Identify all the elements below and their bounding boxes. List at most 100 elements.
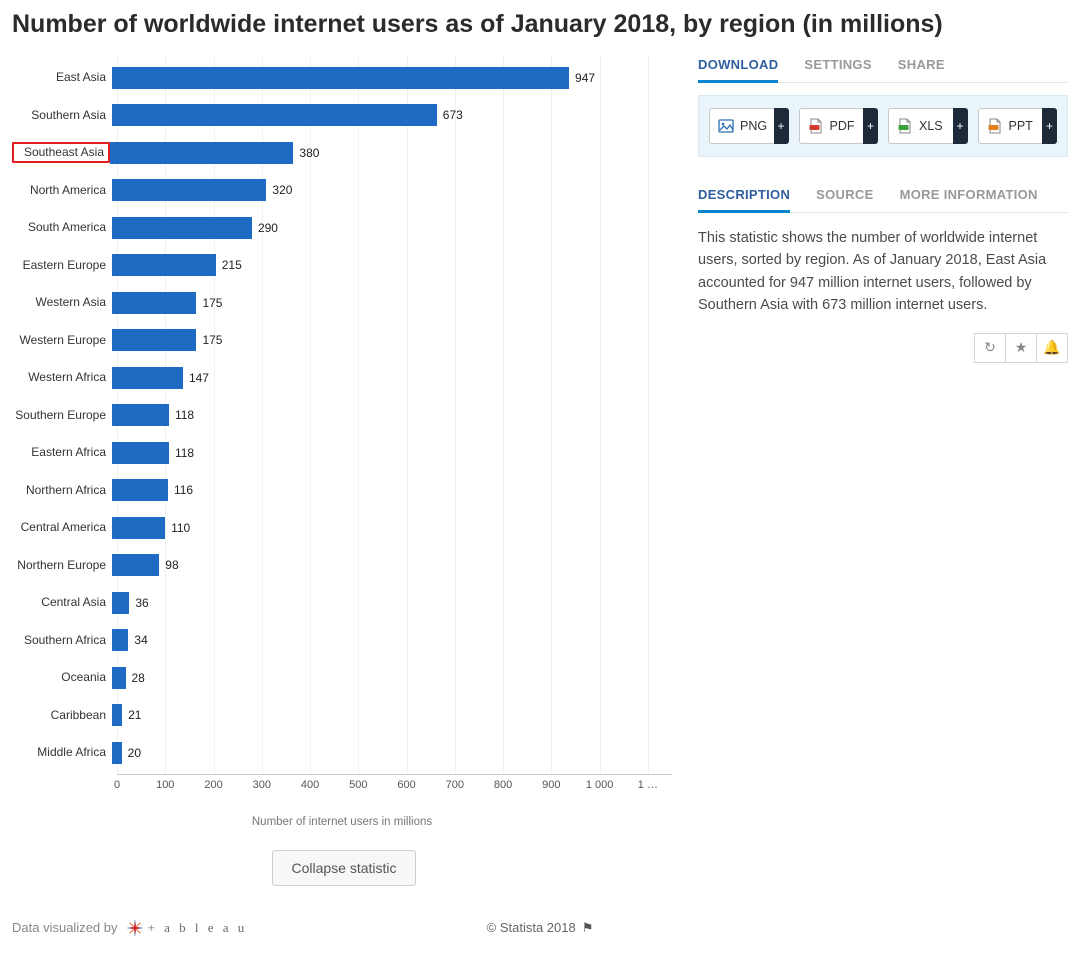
bar-track: 116 [112, 472, 672, 510]
bar-category-label: Oceania [12, 671, 112, 684]
dropdown-plus-icon[interactable]: + [774, 108, 789, 144]
x-tick-label: 800 [494, 779, 512, 791]
x-tick-label: 1 000 [586, 779, 614, 791]
bar[interactable] [112, 329, 196, 351]
bar-category-label: Northern Europe [12, 559, 112, 572]
bar-row: Central Asia36 [12, 584, 672, 622]
x-tick-label: 100 [156, 779, 174, 791]
bar-value-label: 110 [171, 521, 190, 535]
bar-track: 290 [112, 209, 672, 247]
tab-source[interactable]: SOURCE [816, 187, 873, 212]
download-png-button[interactable]: PNG + [709, 108, 789, 144]
bar-value-label: 98 [165, 558, 178, 572]
x-tick-label: 700 [446, 779, 464, 791]
bar[interactable] [112, 254, 216, 276]
bar-category-label: Southern Asia [12, 109, 112, 122]
bar-row: Central America110 [12, 509, 672, 547]
bar-track: 36 [112, 584, 672, 622]
bar-track: 147 [112, 359, 672, 397]
download-button-label: XLS [919, 119, 943, 133]
bar-category-label: Northern Africa [12, 484, 112, 497]
download-xls-button[interactable]: XLS + [888, 108, 968, 144]
bar[interactable] [112, 742, 122, 764]
bar-row: East Asia947 [12, 59, 672, 97]
bar[interactable] [112, 217, 252, 239]
bar-value-label: 215 [222, 258, 242, 272]
x-tick-label: 1 … [638, 779, 658, 791]
bar[interactable] [112, 292, 196, 314]
bar-track: 320 [112, 172, 672, 210]
bar-row: Western Asia175 [12, 284, 672, 322]
x-tick-label: 400 [301, 779, 319, 791]
x-tick-label: 500 [349, 779, 367, 791]
download-pdf-button[interactable]: PDF + [799, 108, 879, 144]
collapse-statistic-button[interactable]: Collapse statistic [272, 850, 415, 886]
refresh-icon[interactable]: ↻ [974, 333, 1006, 363]
tab-share[interactable]: SHARE [898, 57, 945, 82]
dropdown-plus-icon[interactable]: + [863, 108, 878, 144]
description-text: This statistic shows the number of world… [698, 227, 1068, 317]
bar[interactable] [112, 667, 126, 689]
bar-row: Eastern Europe215 [12, 247, 672, 285]
bar-row: Middle Africa20 [12, 734, 672, 772]
tab-settings[interactable]: SETTINGS [804, 57, 871, 82]
tab-description[interactable]: DESCRIPTION [698, 187, 790, 213]
tableau-logo: + a b l e a u [126, 919, 248, 937]
bar[interactable] [112, 704, 122, 726]
bar[interactable] [112, 67, 569, 89]
bar-row: Oceania 28 [12, 659, 672, 697]
bar-category-label: Southern Africa [12, 634, 112, 647]
download-ppt-button[interactable]: PPT + [978, 108, 1058, 144]
bar-value-label: 290 [258, 221, 278, 235]
download-button-label: PPT [1009, 119, 1033, 133]
bar-value-label: 118 [175, 446, 194, 460]
page-title: Number of worldwide internet users as of… [12, 10, 1068, 39]
tab-download[interactable]: DOWNLOAD [698, 57, 778, 83]
bar-track: 20 [112, 734, 672, 772]
bar[interactable] [112, 629, 128, 651]
bar-category-label: South America [12, 221, 112, 234]
dropdown-plus-icon[interactable]: + [1042, 108, 1057, 144]
dropdown-plus-icon[interactable]: + [953, 108, 968, 144]
bar-value-label: 673 [443, 108, 463, 122]
bar-track: 118 [112, 397, 672, 435]
bar-value-label: 28 [132, 671, 145, 685]
x-tick-label: 900 [542, 779, 560, 791]
bar[interactable] [112, 404, 169, 426]
main-layout: East Asia947Southern Asia673Southeast As… [12, 57, 1068, 886]
bar[interactable] [112, 179, 266, 201]
bar-track: 947 [112, 59, 672, 97]
visualized-by-label: Data visualized by [12, 920, 118, 935]
bar-track: 673 [112, 97, 672, 135]
download-button-label: PDF [830, 119, 855, 133]
x-tick-label: 600 [397, 779, 415, 791]
bar[interactable] [112, 442, 169, 464]
bar-row: Southern Africa 34 [12, 622, 672, 660]
bar-value-label: 116 [174, 483, 193, 497]
download-tabs: DOWNLOAD SETTINGS SHARE [698, 57, 1068, 83]
star-icon[interactable]: ★ [1005, 333, 1037, 363]
bar-track: 98 [112, 547, 672, 585]
bar-value-label: 20 [128, 746, 141, 760]
bar[interactable] [112, 479, 168, 501]
download-buttons: PNG + PDF + XLS + PPT + [698, 95, 1068, 157]
x-tick-label: 200 [204, 779, 222, 791]
bar-track: 215 [112, 247, 672, 285]
bar-category-label: North America [12, 184, 112, 197]
bar-row: South America 290 [12, 209, 672, 247]
bar[interactable] [112, 592, 129, 614]
x-tick-label: 0 [114, 779, 120, 791]
bar-category-label: Western Asia [12, 296, 112, 309]
bar-value-label: 36 [135, 596, 148, 610]
bell-icon[interactable]: 🔔 [1036, 333, 1068, 363]
side-column: DOWNLOAD SETTINGS SHARE PNG + PDF + XLS + PPT + D… [698, 57, 1068, 886]
footer: Data visualized by + a b l e a u © Stati… [12, 914, 1068, 942]
tab-more-information[interactable]: MORE INFORMATION [900, 187, 1038, 212]
bar[interactable] [112, 517, 165, 539]
bar-value-label: 34 [134, 633, 147, 647]
bar[interactable] [112, 104, 437, 126]
bar[interactable] [112, 554, 159, 576]
bar[interactable] [112, 367, 183, 389]
bar[interactable] [110, 142, 293, 164]
download-button-label: PNG [740, 119, 767, 133]
